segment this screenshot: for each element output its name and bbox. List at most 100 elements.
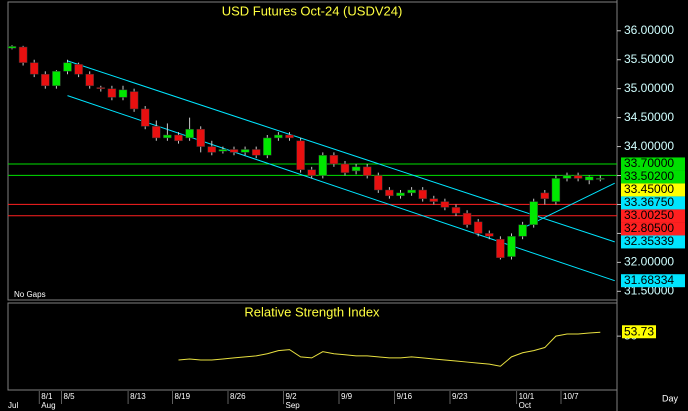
- month-label: Jul: [8, 401, 18, 410]
- x-tick-label: 9/2: [286, 392, 298, 401]
- price-box-label: 32.35339: [624, 234, 674, 248]
- candle-body: [140, 108, 150, 127]
- price-box-label: 33.70000: [624, 156, 674, 170]
- candle-body: [318, 155, 328, 176]
- x-tick-label: 9/23: [452, 392, 468, 401]
- candle-body: [196, 128, 205, 147]
- price-box-label: 32.80500: [624, 221, 674, 235]
- price-box-label: 33.36750: [624, 195, 674, 209]
- candle-body: [52, 71, 61, 87]
- candle-body: [340, 163, 350, 173]
- candle-body: [562, 175, 572, 179]
- value-box: [622, 325, 656, 339]
- candle-body: [118, 89, 128, 98]
- candle-body: [96, 87, 106, 89]
- candle-body: [407, 189, 416, 194]
- candle-body: [473, 221, 483, 234]
- candle-body: [573, 175, 583, 179]
- price-box-label: 33.45000: [624, 182, 674, 196]
- price-plot: [8, 45, 617, 282]
- candle-body: [163, 134, 172, 139]
- candle-body: [207, 146, 217, 153]
- y-tick-label: 32.00000: [624, 255, 674, 269]
- candle-body: [451, 207, 461, 214]
- price-box: [621, 183, 685, 197]
- candle-body: [41, 73, 50, 87]
- candle-body: [174, 134, 183, 142]
- rsi-title: Relative Strength Index: [244, 304, 380, 319]
- y-tick-label: 35.00000: [624, 81, 674, 95]
- rsi-last-value: 53.73: [624, 324, 654, 338]
- candle-body: [229, 149, 239, 153]
- candle-body: [507, 236, 516, 257]
- price-box-label: 33.00250: [624, 208, 674, 222]
- candle-body: [251, 149, 261, 156]
- x-tick-label: 8/26: [230, 392, 246, 401]
- month-label: Aug: [41, 401, 55, 410]
- rsi-line: [178, 331, 601, 367]
- candle-body: [307, 169, 316, 176]
- candle-body: [540, 192, 550, 199]
- month-label: Sep: [286, 401, 301, 410]
- candle-body: [429, 198, 439, 202]
- x-tick-label: 8/5: [64, 392, 76, 401]
- candle-body: [152, 126, 161, 139]
- candle-body: [385, 189, 394, 197]
- candle-body: [518, 224, 527, 237]
- candle-body: [185, 128, 194, 139]
- candle-body: [218, 149, 228, 152]
- candle-body: [18, 46, 28, 63]
- candle-body: [263, 137, 272, 156]
- candle-body: [29, 62, 39, 75]
- candle-body: [551, 178, 561, 202]
- candle-body: [351, 166, 361, 172]
- x-tick-label: 10/7: [563, 392, 579, 401]
- candle-body: [440, 201, 450, 208]
- price-box: [621, 274, 685, 288]
- trendline: [522, 182, 615, 229]
- month-label: Oct: [519, 401, 532, 410]
- x-tick-label: 9/16: [397, 392, 413, 401]
- candle-body: [63, 62, 72, 72]
- x-tick-label: 8/1: [41, 392, 53, 401]
- candle-body: [485, 233, 494, 237]
- candle-body: [584, 176, 594, 181]
- candle-body: [296, 140, 305, 170]
- x-tick-label: 8/19: [175, 392, 191, 401]
- price-box: [621, 209, 685, 223]
- annotation: No Gaps: [14, 290, 46, 299]
- price-box-label: 33.50200: [624, 169, 674, 183]
- candle-body: [374, 175, 383, 191]
- price-box: [621, 222, 685, 236]
- candle-body: [8, 46, 17, 49]
- y-tick-label: 35.50000: [624, 52, 674, 66]
- y-tick-label: 36.00000: [624, 23, 674, 37]
- price-box: [621, 196, 685, 210]
- price-box: [621, 157, 685, 171]
- price-box: [621, 170, 685, 184]
- trendline: [67, 60, 615, 243]
- candle-body: [329, 155, 339, 165]
- price-box-label: 31.68334: [624, 273, 674, 287]
- annotation: Day: [662, 393, 679, 403]
- y-tick-label: 34.50000: [624, 110, 674, 124]
- candle-body: [107, 88, 117, 98]
- chart-title: USD Futures Oct-24 (USDV24): [222, 3, 403, 18]
- y-tick-label: 34.00000: [624, 139, 674, 153]
- candle-body: [496, 238, 505, 258]
- candle-body: [240, 149, 250, 153]
- candle-body: [596, 178, 605, 180]
- candle-body: [129, 91, 139, 110]
- candle-body: [74, 64, 83, 75]
- candle-body: [529, 201, 538, 225]
- candle-body: [285, 134, 294, 139]
- x-tick-label: 8/13: [130, 392, 146, 401]
- candle-body: [396, 192, 405, 197]
- price-box: [621, 235, 685, 249]
- candle-body: [85, 73, 94, 87]
- candle-body: [418, 189, 427, 199]
- x-tick-label: 10/1: [519, 392, 535, 401]
- candle-body: [362, 166, 372, 176]
